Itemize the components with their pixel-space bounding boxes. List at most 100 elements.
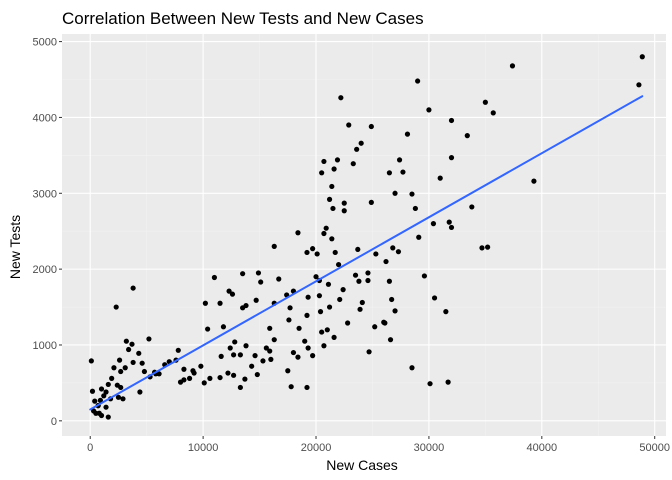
data-point: [287, 305, 293, 311]
data-point: [227, 345, 233, 351]
data-point: [366, 349, 372, 355]
y-tick-label: 0: [51, 416, 57, 428]
data-point: [242, 376, 248, 382]
data-point: [445, 379, 451, 385]
x-axis: 0 10000 20000 30000 40000 50000: [87, 436, 670, 454]
data-point: [141, 368, 148, 375]
data-point: [295, 354, 301, 360]
data-point: [290, 349, 297, 356]
data-point: [202, 300, 208, 306]
y-axis: 0 1000 2000 3000 4000 5000: [33, 37, 62, 428]
data-point: [396, 157, 403, 163]
data-point: [254, 371, 260, 378]
data-point: [372, 324, 378, 330]
data-point: [387, 337, 394, 343]
data-point: [205, 326, 211, 332]
data-point: [337, 296, 343, 303]
data-point: [302, 338, 308, 344]
data-point: [345, 320, 351, 326]
data-point: [400, 169, 406, 175]
data-point: [207, 375, 213, 381]
data-point: [412, 205, 418, 212]
data-point: [392, 190, 398, 196]
data-point: [437, 175, 443, 181]
trend-line: [89, 95, 644, 411]
data-point: [321, 343, 327, 349]
data-point: [416, 234, 422, 240]
data-point: [368, 123, 374, 130]
data-point: [126, 346, 132, 353]
data-point: [118, 368, 124, 375]
data-point: [186, 375, 193, 381]
data-point: [103, 389, 109, 395]
data-point: [175, 347, 181, 353]
data-point: [443, 309, 449, 315]
data-point: [240, 271, 246, 277]
data-point: [373, 251, 379, 257]
data-point: [111, 365, 117, 371]
y-axis-title: New Tests: [7, 215, 23, 279]
data-point: [226, 288, 232, 294]
data-point: [190, 368, 196, 374]
data-point: [421, 273, 427, 279]
y-tick-label: 4000: [33, 112, 57, 124]
y-tick-label: 1000: [33, 340, 57, 352]
x-tick-label: 40000: [527, 442, 558, 454]
data-point: [105, 414, 111, 420]
data-point: [639, 54, 645, 60]
data-point: [296, 325, 302, 331]
data-point: [130, 359, 136, 366]
x-tick-label: 20000: [301, 442, 332, 454]
data-point: [314, 251, 320, 257]
data-point: [304, 249, 310, 256]
data-point: [395, 249, 402, 255]
data-point: [358, 140, 364, 146]
data-point: [130, 285, 136, 291]
data-point: [354, 146, 360, 152]
data-point: [319, 170, 325, 176]
data-point: [89, 388, 96, 394]
data-point: [295, 230, 301, 236]
data-point: [101, 393, 107, 399]
data-point: [509, 63, 516, 69]
data-point: [340, 287, 346, 293]
data-point: [286, 317, 292, 323]
data-point: [305, 294, 311, 300]
x-axis-title: New Cases: [326, 457, 398, 473]
data-point: [98, 412, 105, 419]
data-point: [276, 276, 282, 282]
data-point: [448, 224, 455, 231]
data-point: [310, 353, 316, 359]
data-point: [321, 158, 327, 165]
data-point: [409, 191, 415, 197]
x-tick-label: 50000: [639, 442, 670, 454]
data-point: [231, 372, 237, 378]
data-point: [198, 363, 204, 369]
data-point: [346, 122, 352, 128]
data-point: [485, 244, 491, 250]
data-point: [88, 358, 94, 364]
data-point: [482, 99, 488, 105]
data-point: [253, 297, 259, 303]
x-tick-label: 30000: [414, 442, 445, 454]
data-point: [479, 245, 485, 251]
data-point: [255, 270, 262, 276]
data-point: [123, 338, 129, 344]
data-point: [243, 343, 249, 349]
data-point: [636, 82, 642, 88]
plot-panel: [62, 34, 666, 436]
data-point: [409, 365, 415, 371]
data-point: [103, 404, 109, 410]
data-point: [129, 341, 135, 347]
data-point: [352, 272, 359, 278]
data-point: [122, 365, 128, 371]
data-point: [136, 350, 142, 356]
data-point: [304, 384, 310, 391]
data-point: [288, 384, 294, 390]
x-tick-label: 10000: [188, 442, 219, 454]
y-tick-label: 2000: [33, 264, 57, 276]
data-point: [324, 327, 330, 333]
trend-line-layer: [89, 95, 644, 411]
data-point: [139, 360, 145, 366]
